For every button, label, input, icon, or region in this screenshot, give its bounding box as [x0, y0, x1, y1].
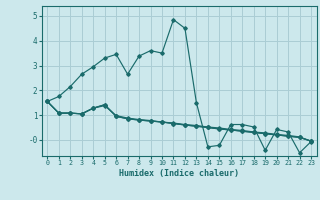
X-axis label: Humidex (Indice chaleur): Humidex (Indice chaleur) — [119, 169, 239, 178]
